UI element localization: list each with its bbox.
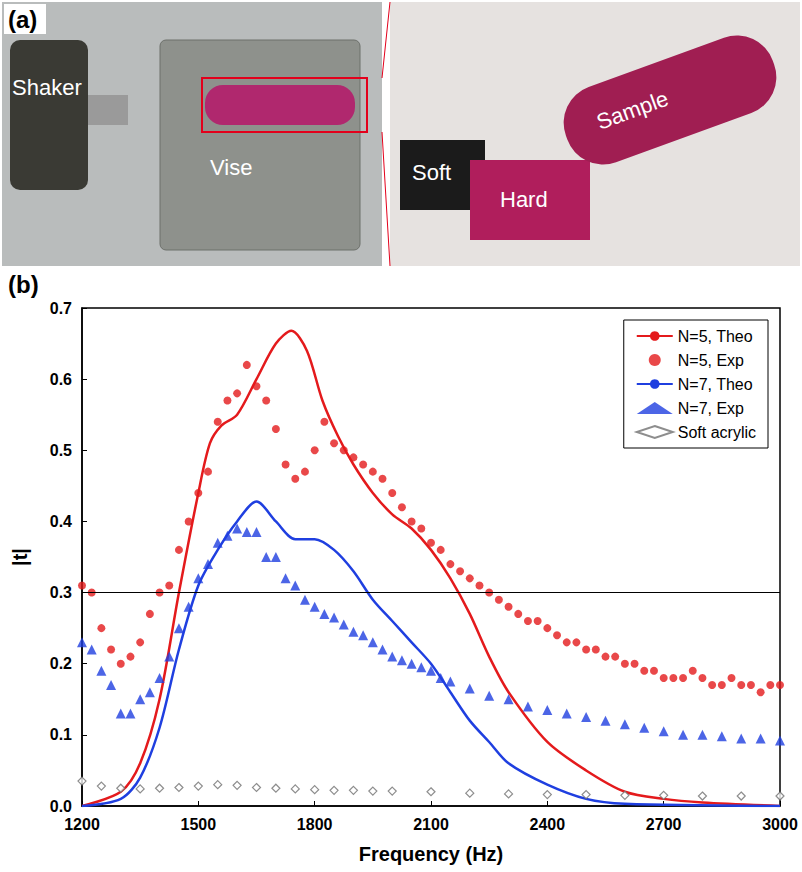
svg-text:0.7: 0.7 [50, 300, 72, 317]
svg-text:0.2: 0.2 [50, 655, 72, 672]
svg-text:1800: 1800 [297, 816, 333, 833]
svg-text:2700: 2700 [646, 816, 682, 833]
svg-text:Hard: Hard [500, 187, 548, 212]
svg-text:(a): (a) [8, 6, 37, 33]
svg-text:(b): (b) [8, 271, 39, 298]
svg-text:2400: 2400 [530, 816, 566, 833]
svg-text:Soft: Soft [412, 160, 451, 185]
svg-text:3000: 3000 [762, 816, 798, 833]
svg-text:Sample: Sample [593, 86, 672, 135]
svg-text:Soft acrylic: Soft acrylic [678, 424, 756, 441]
svg-text:|t|: |t| [9, 548, 31, 566]
svg-text:0.1: 0.1 [50, 726, 72, 743]
svg-text:0.3: 0.3 [50, 584, 72, 601]
svg-text:Vise: Vise [210, 155, 252, 180]
svg-text:N=7, Theo: N=7, Theo [678, 376, 753, 393]
svg-text:N=5, Exp: N=5, Exp [678, 352, 744, 369]
svg-text:1500: 1500 [181, 816, 217, 833]
svg-text:1200: 1200 [64, 816, 100, 833]
svg-text:0.4: 0.4 [50, 513, 72, 530]
svg-text:0.0: 0.0 [50, 798, 72, 815]
svg-text:0.5: 0.5 [50, 442, 72, 459]
svg-text:2100: 2100 [413, 816, 449, 833]
svg-text:0.6: 0.6 [50, 371, 72, 388]
svg-text:Shaker: Shaker [12, 75, 82, 100]
svg-text:N=7, Exp: N=7, Exp [678, 400, 744, 417]
svg-text:Frequency (Hz): Frequency (Hz) [359, 843, 503, 865]
svg-text:N=5, Theo: N=5, Theo [678, 328, 753, 345]
